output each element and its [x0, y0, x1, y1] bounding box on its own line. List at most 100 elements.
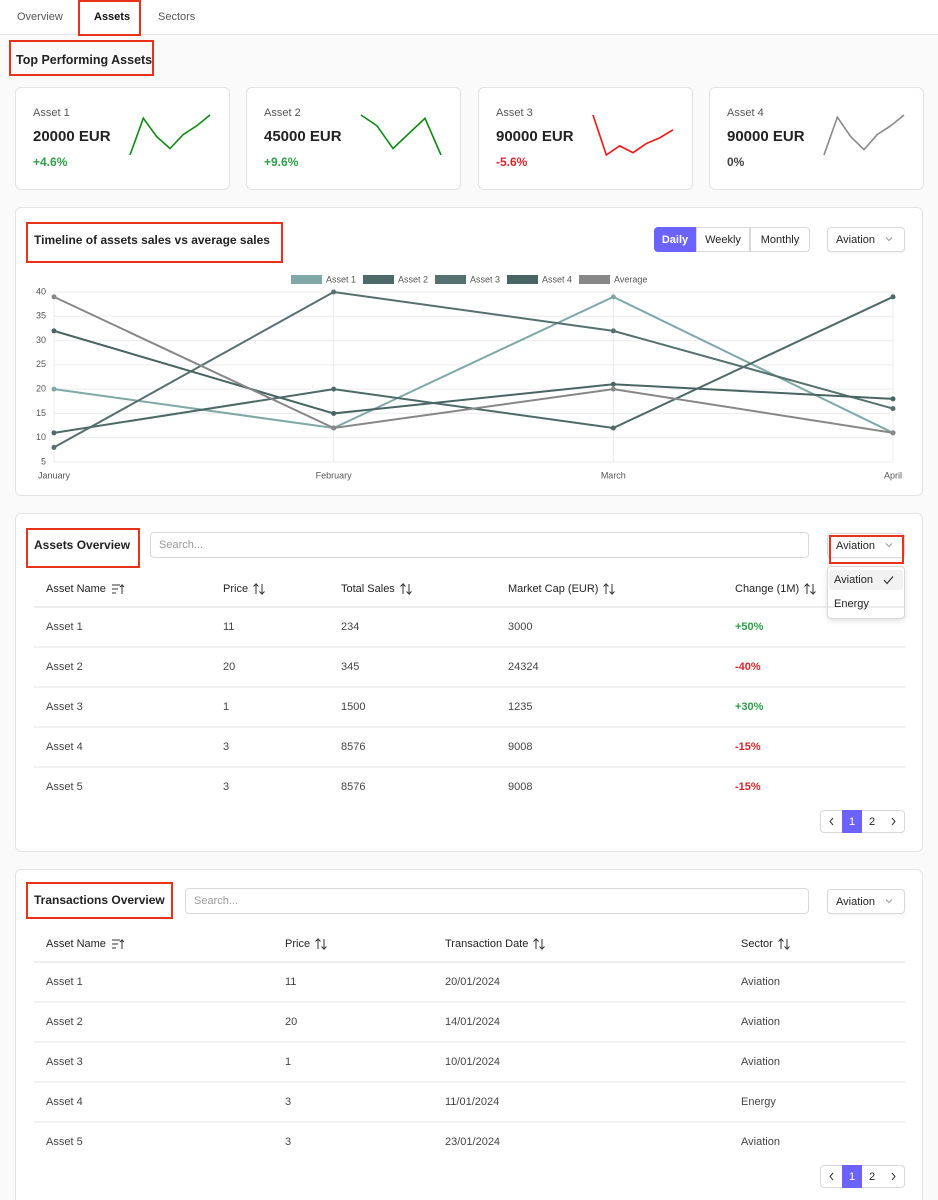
- table-cell: 14/01/2024: [445, 1016, 501, 1028]
- column-header[interactable]: Change (1M): [735, 583, 800, 595]
- data-point: [51, 430, 57, 436]
- dropdown[interactable]: [827, 227, 905, 252]
- data-point: [610, 294, 616, 300]
- tab-bar: [0, 0, 938, 35]
- y-tick-label: 10: [36, 432, 46, 442]
- x-tick-label: January: [38, 470, 71, 480]
- assets-panel: [15, 513, 923, 852]
- legend-label: Asset 3: [470, 274, 500, 284]
- table-cell: 3: [285, 1096, 292, 1108]
- asset-change: +4.6%: [33, 155, 68, 169]
- tab[interactable]: Overview: [17, 11, 63, 23]
- y-tick-label: 5: [41, 456, 46, 466]
- column-header[interactable]: Price: [285, 938, 311, 950]
- column-header[interactable]: Total Sales: [341, 583, 395, 595]
- data-point: [610, 328, 616, 334]
- table-cell: 11/01/2024: [445, 1096, 500, 1108]
- period-button[interactable]: [654, 227, 696, 252]
- tab[interactable]: Assets: [94, 11, 131, 23]
- data-point: [890, 406, 896, 412]
- dropdown-option[interactable]: Energy: [834, 598, 869, 610]
- table-cell: Asset 2: [46, 1016, 83, 1028]
- sparkline: [592, 114, 674, 157]
- search-placeholder[interactable]: Search...: [194, 895, 239, 907]
- period-label[interactable]: Monthly: [760, 233, 800, 246]
- page-number[interactable]: 1: [848, 1170, 856, 1183]
- page-button[interactable]: [842, 1165, 862, 1188]
- period-button[interactable]: [696, 227, 750, 252]
- legend-label: Asset 1: [326, 274, 356, 284]
- table-cell: 3: [223, 741, 230, 753]
- chevron-icon: [885, 899, 893, 904]
- sparkline: [129, 114, 211, 156]
- data-point: [331, 386, 337, 392]
- sort-icon: [804, 582, 816, 596]
- data-point: [890, 430, 896, 436]
- search-input[interactable]: [185, 888, 809, 914]
- column-header[interactable]: Transaction Date: [445, 938, 529, 950]
- dropdown-value[interactable]: Aviation: [836, 895, 875, 908]
- table-cell: Asset 2: [46, 661, 83, 673]
- chart-title: Timeline of assets sales vs average sale…: [34, 233, 270, 247]
- data-point: [51, 294, 57, 300]
- sort-icon: [603, 582, 615, 596]
- legend-swatch: [435, 275, 466, 284]
- sort-icon: [315, 937, 327, 951]
- tab[interactable]: Sectors: [158, 11, 196, 23]
- search-placeholder[interactable]: Search...: [159, 539, 204, 551]
- data-point: [890, 396, 896, 402]
- x-tick-label: April: [884, 470, 902, 480]
- column-header[interactable]: Asset Name: [46, 938, 106, 950]
- legend-swatch: [363, 275, 394, 284]
- dropdown[interactable]: [827, 889, 905, 914]
- column-header[interactable]: Price: [223, 583, 249, 595]
- page-number[interactable]: 2: [868, 1170, 876, 1183]
- dropdown[interactable]: [827, 533, 905, 558]
- column-header[interactable]: Market Cap (EUR): [508, 583, 599, 595]
- dropdown-value[interactable]: Aviation: [836, 539, 875, 552]
- table-cell: 1235: [508, 701, 533, 713]
- sort-icon: [112, 938, 125, 949]
- table-cell: 1: [285, 1056, 292, 1068]
- table-cell: Asset 1: [46, 621, 83, 633]
- table-cell: -40%: [735, 661, 761, 673]
- data-point: [331, 410, 337, 416]
- page-number[interactable]: 2: [868, 815, 876, 828]
- series-line: [53, 290, 894, 449]
- pagination: [820, 1165, 905, 1188]
- dropdown-value[interactable]: Aviation: [836, 233, 875, 246]
- section-title: Transactions Overview: [34, 893, 165, 907]
- series-line: [53, 295, 894, 434]
- search-input[interactable]: [150, 532, 809, 558]
- series-line: [53, 329, 894, 415]
- column-header[interactable]: Asset Name: [46, 583, 106, 595]
- x-tick-label: February: [316, 470, 353, 480]
- y-tick-label: 25: [36, 359, 46, 369]
- annotation-box: [26, 528, 140, 568]
- sort-icon: [778, 937, 790, 951]
- option-highlight: [829, 570, 903, 590]
- transactions-panel: [15, 869, 923, 1200]
- table-cell: Asset 5: [46, 781, 83, 793]
- dropdown-option[interactable]: Aviation: [834, 574, 873, 586]
- asset-card: [709, 87, 924, 190]
- period-label[interactable]: Daily: [661, 233, 689, 246]
- page-number[interactable]: 1: [848, 815, 856, 828]
- prev-icon: [829, 817, 834, 826]
- table-cell: 3: [285, 1136, 292, 1148]
- check-icon: [883, 576, 894, 585]
- column-header[interactable]: Sector: [741, 938, 773, 950]
- legend-label: Asset 4: [542, 274, 572, 284]
- table-cell: +50%: [735, 621, 764, 633]
- table-cell: 8576: [341, 741, 366, 753]
- period-label[interactable]: Weekly: [705, 233, 741, 246]
- asset-amount: 90000 EUR: [496, 128, 574, 145]
- sparkline: [823, 114, 905, 156]
- chart-panel: [15, 207, 923, 496]
- period-button[interactable]: [750, 227, 810, 252]
- page-button[interactable]: [842, 810, 862, 833]
- table-cell: 24324: [508, 661, 539, 673]
- table-cell: Energy: [741, 1096, 776, 1108]
